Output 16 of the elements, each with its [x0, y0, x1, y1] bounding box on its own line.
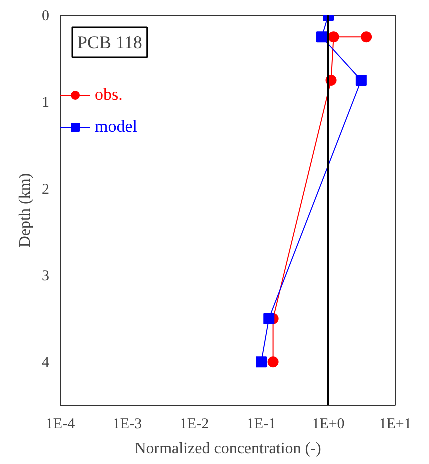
x-tick-label: 1E-3 [112, 416, 142, 432]
x-tick-label: 1E-4 [46, 416, 76, 432]
x-tick-label: 1E+1 [379, 416, 412, 432]
y-tick-label: 4 [42, 355, 50, 372]
y-tick-label: 1 [42, 95, 50, 112]
y-axis-title: Depth (km) [17, 173, 34, 248]
legend-label: obs. [95, 85, 123, 105]
y-tick-label: 0 [42, 8, 50, 24]
annotation: PCB 118 [78, 32, 142, 52]
x-axis-title: Normalized concentration (-) [134, 440, 322, 458]
x-tick-label: 1E-1 [246, 416, 276, 432]
x-tick-label: 1E+0 [312, 416, 345, 432]
y-tick-label: 3 [42, 268, 50, 284]
legend-label: model [95, 117, 138, 137]
y-tick-label: 2 [42, 182, 50, 198]
x-tick-label: 1E-2 [180, 416, 210, 432]
